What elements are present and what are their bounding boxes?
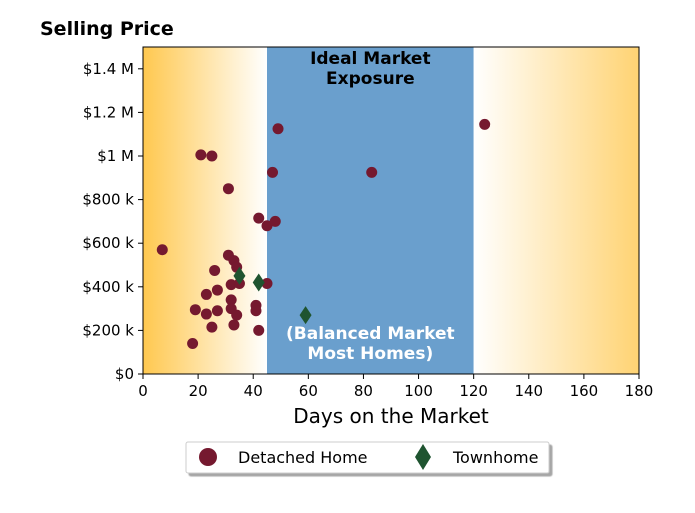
point-detached-home — [250, 305, 262, 317]
band-labels: Ideal Market Exposure (Balanced Market Most… — [286, 49, 455, 364]
legend-label-detached-home: Detached Home — [238, 448, 368, 467]
region-1 — [267, 47, 474, 374]
point-detached-home — [222, 183, 234, 195]
region-0 — [143, 47, 267, 374]
point-detached-home — [261, 278, 273, 290]
y-axis-title: Selling Price — [40, 18, 174, 40]
x-tick-label: 120 — [459, 382, 488, 400]
y-tick-label: $1 M — [97, 147, 134, 165]
point-detached-home — [261, 220, 273, 232]
y-tick-label: $0 — [115, 365, 134, 383]
x-tick-label: 20 — [189, 382, 208, 400]
point-townhome — [252, 273, 265, 292]
point-detached-home — [225, 294, 237, 306]
point-detached-home — [211, 305, 223, 317]
point-detached-home — [200, 288, 212, 300]
point-detached-home — [187, 337, 199, 349]
x-tick-label: 180 — [625, 382, 654, 400]
legend-box — [185, 441, 550, 474]
point-detached-home — [366, 166, 378, 178]
point-detached-home — [195, 149, 207, 161]
point-townhome — [233, 266, 246, 285]
y-tick-label: $1.2 M — [83, 103, 134, 121]
y-tick-label: $1.4 M — [83, 60, 134, 78]
y-tick-label: $400 k — [82, 278, 134, 296]
y-tick-label: $200 k — [82, 321, 134, 339]
point-detached-home — [272, 123, 284, 135]
point-detached-home — [206, 321, 218, 333]
y-axis-ticks: $0 $200 k $400 k $600 k $800 k $1 M $1.2 M $1.4… — [82, 60, 143, 383]
y-tick-label: $600 k — [82, 234, 134, 252]
point-detached-home — [267, 166, 279, 178]
x-tick-label: 160 — [570, 382, 599, 400]
x-tick-label: 0 — [138, 382, 148, 400]
point-detached-home — [189, 304, 201, 316]
point-detached-home — [253, 212, 265, 224]
point-detached-home — [479, 118, 491, 130]
region-2 — [473, 47, 639, 374]
legend-marker-detached-home — [199, 448, 217, 466]
point-detached-home — [231, 309, 243, 321]
point-detached-home — [228, 319, 240, 331]
legend-label-townhome: Townhome — [452, 448, 538, 467]
point-detached-home — [209, 264, 221, 276]
x-tick-label: 140 — [514, 382, 543, 400]
band-label-top: Ideal Market Exposure — [310, 49, 431, 89]
x-tick-label: 80 — [354, 382, 373, 400]
legend-marker-townhome — [415, 444, 431, 470]
band-label-bottom: (Balanced Market Most Homes) — [286, 324, 455, 364]
x-tick-label: 60 — [299, 382, 318, 400]
plot-frame — [142, 46, 640, 375]
point-detached-home — [253, 324, 265, 336]
point-detached-home — [211, 284, 223, 296]
point-detached-home — [206, 150, 218, 162]
point-detached-home — [200, 308, 212, 320]
point-detached-home — [225, 279, 237, 291]
point-townhome — [299, 306, 312, 325]
x-axis-title: Days on the Market — [293, 404, 489, 428]
x-axis-ticks: 0 20 40 60 80 100 120 140 160 180 — [138, 374, 653, 400]
data-points — [156, 118, 491, 349]
point-detached-home — [269, 215, 281, 227]
x-tick-label: 40 — [244, 382, 263, 400]
y-tick-label: $800 k — [82, 191, 134, 209]
x-tick-label: 100 — [404, 382, 433, 400]
legend: Detached Home Townhome — [185, 441, 550, 474]
point-detached-home — [156, 244, 168, 256]
plot-regions — [143, 47, 639, 374]
